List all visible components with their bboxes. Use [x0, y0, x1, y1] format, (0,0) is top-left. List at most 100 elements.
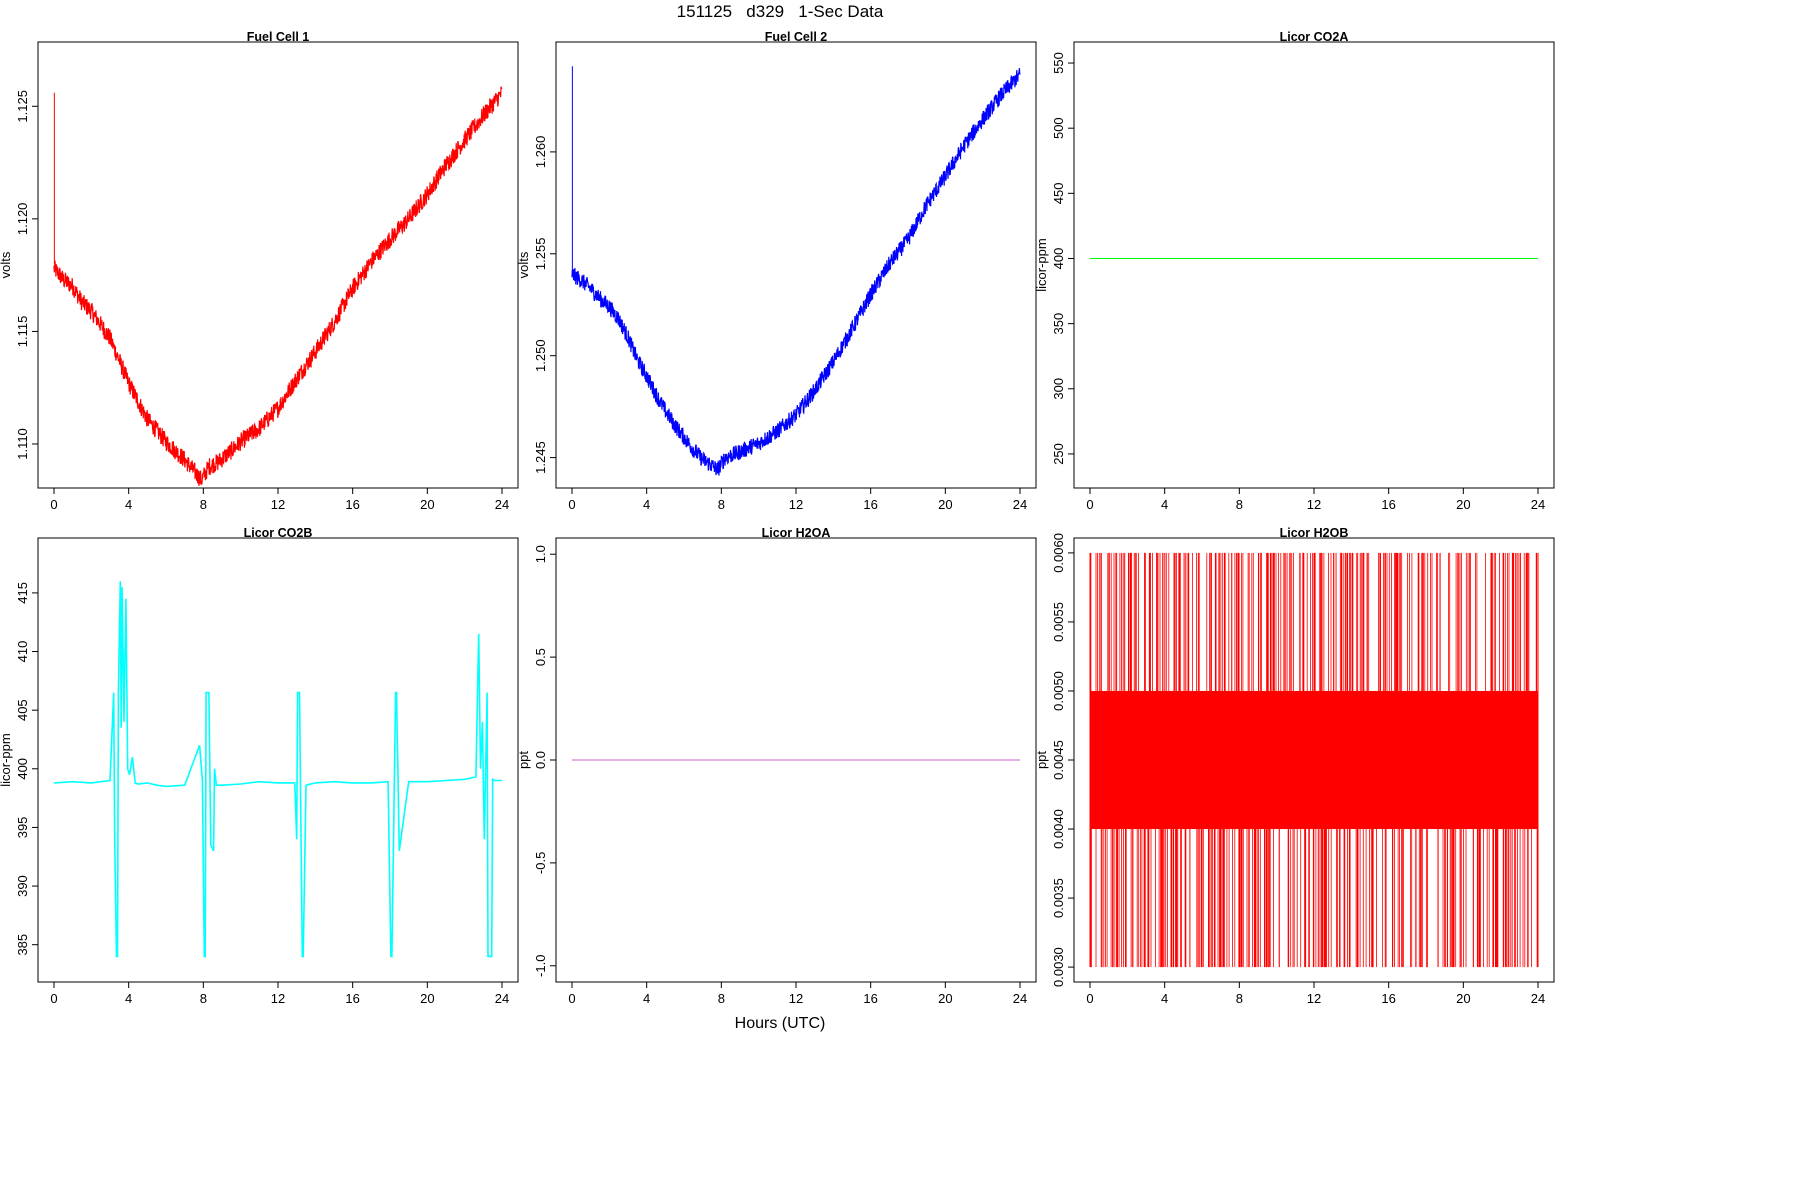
x-tick-label: 4	[643, 991, 650, 1006]
x-tick-label: 20	[1456, 991, 1470, 1006]
y-tick-label: 415	[15, 582, 30, 604]
x-tick-label: 12	[1307, 991, 1321, 1006]
plot-frame	[37, 537, 519, 983]
y-tick-label: 405	[15, 699, 30, 721]
y-axis-label: licor-ppm	[1034, 238, 1049, 291]
y-tick-label: 500	[1051, 117, 1066, 139]
y-tick-label: 400	[15, 758, 30, 780]
panel-title: Licor CO2A	[1280, 30, 1349, 44]
y-axis-label: volts	[0, 251, 13, 278]
x-tick-label: 8	[718, 497, 725, 512]
x-tick-label: 20	[420, 991, 434, 1006]
panel-title: Licor H2OB	[1280, 526, 1349, 540]
y-tick-label: 0.0050	[1051, 671, 1066, 711]
panel-title: Fuel Cell 1	[247, 30, 310, 44]
x-tick-label: 4	[125, 991, 132, 1006]
series-line	[53, 581, 502, 958]
x-tick-label: 12	[789, 991, 803, 1006]
x-tick-label: 0	[1086, 497, 1093, 512]
y-tick-label: 1.110	[15, 428, 30, 460]
x-tick-label: 0	[50, 991, 57, 1006]
y-axis-label: ppt	[1034, 751, 1049, 769]
panel-1: Fuel Cell 1 0 4 8 12 16 20 24 1.110 1.115 1.120 1.1…	[0, 30, 519, 512]
y-tick-label: 1.115	[15, 316, 30, 348]
x-tick-label: 12	[271, 991, 285, 1006]
y-axis-label: licor-ppm	[0, 733, 13, 786]
plot-frame	[1073, 41, 1555, 489]
y-tick-label: 1.255	[533, 238, 548, 271]
x-tick-label: 24	[1531, 497, 1545, 512]
panel-2: Fuel Cell 2 0 4 8 12 16 20 24 1.245 1.250 1.255 1.2…	[516, 30, 1037, 512]
panel-5: Licor H2OA 0 4 8 12 16 20 24 -1.0 -0.5 0.0 0.5 1.0 pp…	[516, 526, 1037, 1006]
x-axis-common-label: Hours (UTC)	[734, 1015, 826, 1032]
y-tick-label: 350	[1051, 313, 1066, 335]
x-tick-label: 16	[1381, 991, 1395, 1006]
y-axis-label: ppt	[516, 751, 531, 769]
panel-4: Licor CO2B 0 4 8 12 16 20 24 385 390 395 400 405 410 4…	[0, 526, 519, 1006]
y-tick-label: 1.250	[533, 339, 548, 372]
panel-6: Licor H2OB 0 4 8 12 16 20 24 0.0030 0.0035 0.0040 0…	[1034, 526, 1555, 1006]
x-tick-label: 0	[568, 497, 575, 512]
panel-title: Licor CO2B	[244, 526, 313, 540]
panel-title: Licor H2OA	[762, 526, 831, 540]
y-tick-label: 0.0	[533, 751, 548, 769]
x-tick-label: 4	[1161, 497, 1168, 512]
y-tick-label: 300	[1051, 378, 1066, 400]
data-layer	[571, 66, 1021, 476]
x-tick-label: 0	[50, 497, 57, 512]
x-tick-label: 16	[863, 991, 877, 1006]
x-tick-label: 0	[568, 991, 575, 1006]
y-tick-label: 385	[15, 934, 30, 956]
x-tick-label: 8	[1236, 497, 1243, 512]
x-tick-label: 4	[125, 497, 132, 512]
x-tick-label: 24	[1013, 991, 1027, 1006]
x-tick-label: 16	[863, 497, 877, 512]
series-line	[571, 68, 1021, 476]
x-tick-label: 12	[271, 497, 285, 512]
x-tick-label: 12	[1307, 497, 1321, 512]
y-tick-label: 0.0040	[1051, 809, 1066, 849]
x-tick-label: 20	[1456, 497, 1470, 512]
x-tick-label: 12	[789, 497, 803, 512]
x-tick-label: 24	[1531, 991, 1545, 1006]
spike-lines	[1090, 552, 1538, 968]
y-tick-label: 0.5	[533, 648, 548, 666]
y-tick-label: 0.0035	[1051, 878, 1066, 918]
plot-frame	[37, 41, 519, 489]
x-tick-label: 16	[345, 497, 359, 512]
figure-title: 151125 d329 1-Sec Data	[676, 2, 884, 21]
x-tick-label: 24	[495, 497, 509, 512]
y-tick-label: 0.0030	[1051, 947, 1066, 987]
y-tick-label: 550	[1051, 52, 1066, 74]
x-tick-label: 20	[420, 497, 434, 512]
x-tick-label: 8	[200, 991, 207, 1006]
y-tick-label: 390	[15, 875, 30, 897]
plot-frame	[555, 41, 1037, 489]
x-tick-label: 24	[1013, 497, 1027, 512]
data-layer	[53, 581, 502, 958]
x-tick-label: 16	[345, 991, 359, 1006]
x-tick-label: 20	[938, 497, 952, 512]
y-tick-label: 1.125	[15, 90, 30, 123]
panel-3: Licor CO2A 0 4 8 12 16 20 24 250 300 350 400 450 500 5…	[1034, 30, 1555, 512]
y-tick-label: 1.120	[15, 203, 30, 236]
x-tick-label: 16	[1381, 497, 1395, 512]
dense-band	[1090, 690, 1538, 830]
x-tick-label: 8	[718, 991, 725, 1006]
x-tick-label: 4	[1161, 991, 1168, 1006]
y-axis-label: volts	[516, 251, 531, 278]
y-tick-label: 1.245	[533, 441, 548, 474]
y-tick-label: 450	[1051, 182, 1066, 204]
data-layer	[53, 86, 503, 486]
y-tick-label: 1.0	[533, 545, 548, 563]
panel-title: Fuel Cell 2	[765, 30, 828, 44]
series-line	[53, 86, 503, 486]
y-tick-label: 410	[15, 641, 30, 663]
x-tick-label: 8	[1236, 991, 1243, 1006]
x-tick-label: 0	[1086, 991, 1093, 1006]
y-tick-label: 250	[1051, 443, 1066, 465]
y-tick-label: 400	[1051, 248, 1066, 270]
x-tick-label: 20	[938, 991, 952, 1006]
x-tick-label: 8	[200, 497, 207, 512]
